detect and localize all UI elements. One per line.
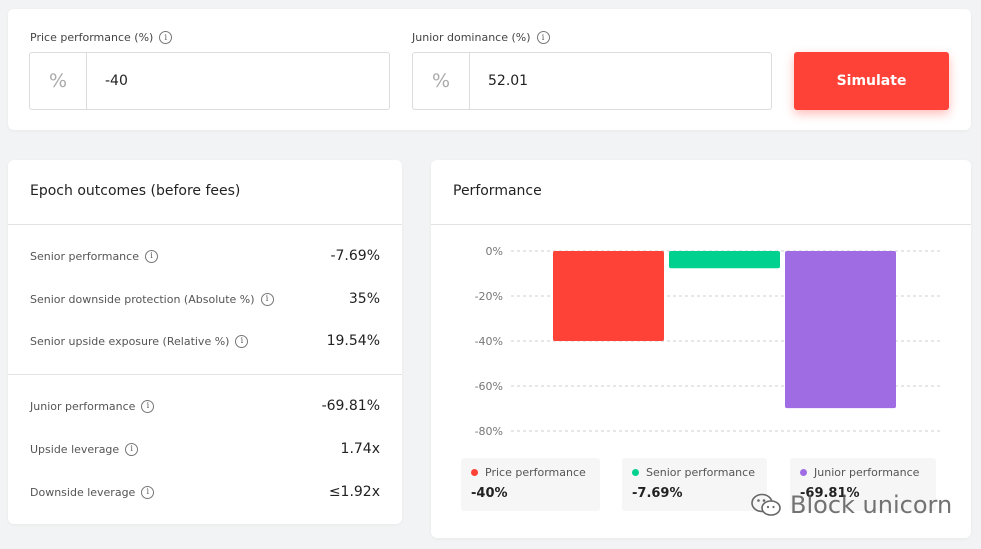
outcome-label: Downside leverage [30,485,136,499]
outcome-label: Junior performance [30,399,136,413]
outcome-value: -7.69% [330,248,380,264]
info-icon[interactable]: i [260,292,274,306]
outcome-value: 1.74x [340,441,380,457]
info-icon[interactable]: i [144,249,158,263]
outcome-label: Senior downside protection (Absolute %) [30,292,255,306]
price-performance-input-group: % -40 [29,52,390,110]
price-performance-label: Price performance (%) [30,31,154,44]
outcome-row: Downside leverage i ≤1.92x [30,482,380,502]
outcome-value: -69.81% [321,398,380,414]
simulate-button[interactable]: Simulate [794,52,949,110]
y-tick-label: -60% [475,380,503,393]
performance-title: Performance [453,183,542,199]
legend-label: Senior performance [646,466,755,479]
outcome-row: Senior performance i -7.69% [30,246,380,266]
divider [8,224,402,225]
info-icon[interactable]: i [125,442,139,456]
info-icon[interactable]: i [141,399,155,413]
divider [431,224,971,225]
price-performance-input[interactable]: -40 [105,73,128,89]
percent-icon: % [413,53,470,109]
epoch-outcomes-card: Epoch outcomes (before fees) Senior perf… [8,160,402,524]
outcome-value: ≤1.92x [328,484,380,500]
outcome-row: Senior upside exposure (Relative %) i 19.… [30,331,380,351]
bar-senior-performance[interactable] [669,251,780,269]
bar-junior-performance[interactable] [785,251,896,409]
legend-item-price: Price performance -40% [461,458,600,511]
simulation-inputs-card: Price performance (%) i % -40 Junior dom… [8,9,971,130]
outcome-row: Upside leverage i 1.74x [30,439,380,459]
outcome-label: Senior performance [30,249,139,263]
legend-item-senior: Senior performance -7.69% [622,458,767,511]
junior-dominance-input-group: % 52.01 [412,52,772,110]
divider [8,374,402,375]
legend-dot [800,469,807,476]
info-icon[interactable]: i [536,31,550,44]
wechat-icon [751,493,781,516]
legend-item-junior: Junior performance -69.81% [790,458,936,511]
legend-label: Price performance [485,466,586,479]
outcome-label: Senior upside exposure (Relative %) [30,334,230,348]
outcome-row: Junior performance i -69.81% [30,396,380,416]
price-performance-label-wrap: Price performance (%) i [30,31,173,44]
legend-dot [632,469,639,476]
legend-value: -40% [471,486,508,501]
info-icon[interactable]: i [141,485,155,499]
junior-dominance-label-wrap: Junior dominance (%) i [412,31,550,44]
y-tick-label: -80% [475,425,503,438]
y-tick-label: 0% [486,245,503,258]
outcome-label: Upside leverage [30,442,120,456]
y-tick-label: -40% [475,335,503,348]
outcome-value: 19.54% [326,333,380,349]
legend-label: Junior performance [814,466,920,479]
watermark-text: Block unicorn [790,491,953,519]
junior-dominance-label: Junior dominance (%) [412,31,531,44]
legend-value: -69.81% [800,486,860,501]
outcome-value: 35% [348,291,380,307]
performance-card: Performance 0% -20% -40% -60% -80% Price per… [431,160,971,538]
junior-dominance-input[interactable]: 52.01 [488,73,529,89]
bar-price-performance[interactable] [553,251,664,341]
info-icon[interactable]: i [159,31,173,44]
info-icon[interactable]: i [235,334,249,348]
performance-chart: 0% -20% -40% -60% -80% [475,245,941,438]
y-tick-label: -20% [475,290,503,303]
percent-icon: % [30,53,87,109]
epoch-outcomes-title: Epoch outcomes (before fees) [30,183,241,199]
legend-value: -7.69% [632,486,683,501]
watermark: Block unicorn [750,491,952,519]
outcome-row: Senior downside protection (Absolute %) i… [30,289,380,309]
legend-dot [471,469,478,476]
